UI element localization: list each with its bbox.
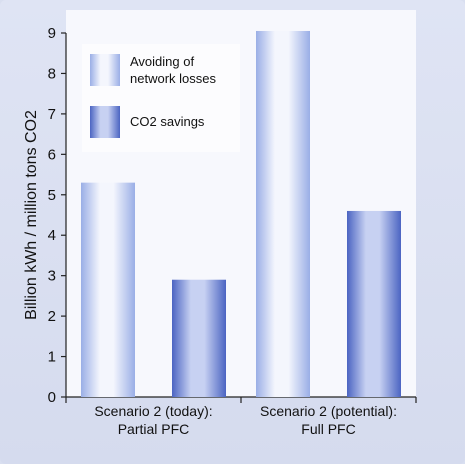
bar-network-losses-1 — [256, 30, 310, 397]
y-axis-title: Billion kWh / million tons CO2 — [23, 110, 40, 320]
y-tick-label-3: 3 — [48, 268, 56, 285]
y-tick-label-4: 4 — [48, 227, 56, 244]
y-tick-label-9: 9 — [48, 25, 56, 42]
legend-label-0-1: network losses — [130, 71, 216, 86]
y-tick-label-6: 6 — [48, 146, 56, 163]
bar-co2-savings-1 — [347, 210, 401, 397]
category-label-0-0: Scenario 2 (today): — [94, 403, 212, 419]
bar-network-losses-0 — [81, 182, 135, 397]
y-tick-label-7: 7 — [48, 106, 56, 123]
y-tick-label-0: 0 — [48, 389, 56, 406]
legend-swatch-0 — [90, 54, 120, 86]
y-tick-label-1: 1 — [48, 349, 56, 366]
category-label-1-1: Full PFC — [301, 421, 355, 437]
y-tick-label-5: 5 — [48, 187, 56, 204]
category-label-0-1: Partial PFC — [118, 421, 190, 437]
bar-co2-savings-0 — [172, 279, 226, 397]
y-tick-label-2: 2 — [48, 308, 56, 325]
legend-swatch-1 — [90, 106, 120, 138]
legend-label-0-0: Avoiding of — [130, 54, 194, 69]
y-tick-label-8: 8 — [48, 65, 56, 82]
category-label-1-0: Scenario 2 (potential): — [260, 403, 397, 419]
legend-label-1-0: CO2 savings — [130, 114, 205, 129]
